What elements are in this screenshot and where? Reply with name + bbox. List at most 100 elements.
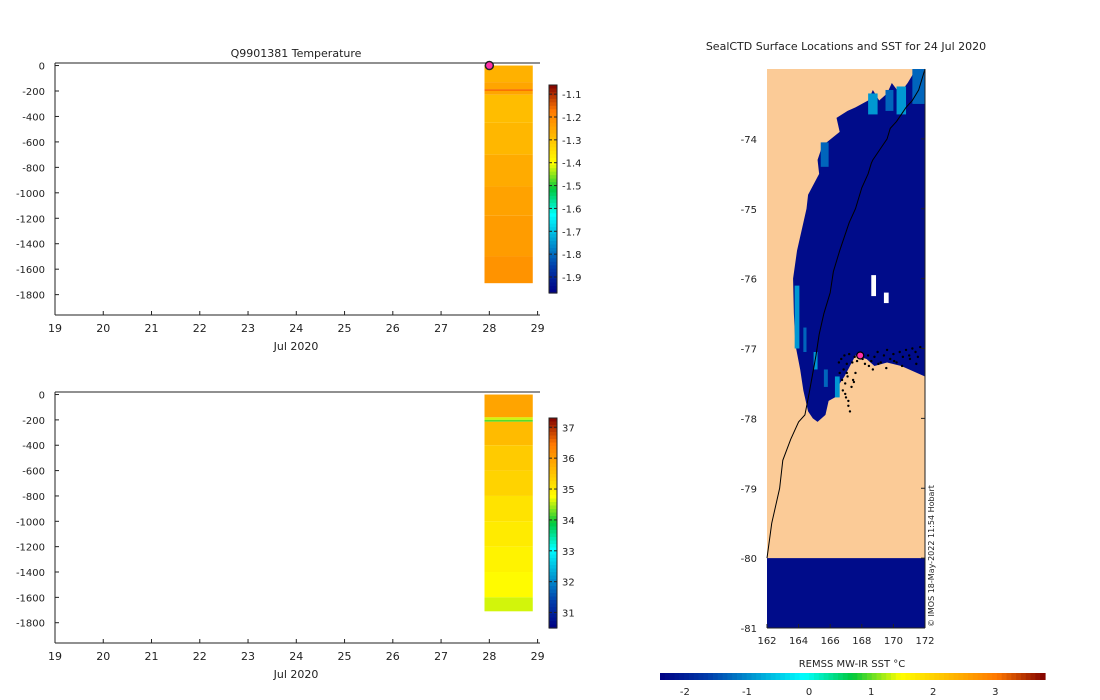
surface-location-point: [850, 385, 853, 389]
profile-layer: [484, 89, 533, 91]
colorbar-segment: [549, 463, 557, 468]
colorbar-segment: [549, 147, 557, 152]
colorbar-segment: [852, 673, 858, 680]
colorbar-segment: [549, 467, 557, 472]
colorbar-segment: [549, 453, 557, 458]
colorbar-segment: [968, 673, 974, 680]
colorbar-segment: [785, 673, 791, 680]
surface-location-point: [854, 371, 857, 375]
colorbar-segment: [549, 442, 557, 447]
x-tick-label: 23: [241, 322, 255, 335]
x-tick-label: 23: [241, 650, 255, 663]
x-tick-label: 26: [386, 322, 400, 335]
colorbar-segment: [1035, 673, 1041, 680]
profile-layer: [484, 215, 533, 257]
y-tick-label: -1800: [16, 291, 45, 302]
colorbar-segment: [549, 220, 557, 225]
profile-layer: [484, 65, 533, 83]
profile-layer: [484, 521, 533, 547]
surface-location-point: [900, 364, 904, 368]
surface-location-point: [895, 361, 898, 364]
colorbar-tick-label: 1: [868, 687, 874, 698]
colorbar-segment: [1030, 673, 1036, 680]
x-tick-label: 172: [915, 636, 934, 647]
surface-location-point: [848, 410, 852, 413]
colorbar-segment: [669, 673, 676, 680]
y-tick-label: -1200: [16, 543, 45, 554]
colorbar-segment: [549, 91, 557, 96]
colorbar-segment: [732, 673, 738, 680]
surface-point-marker: [484, 60, 495, 71]
profile-layer: [484, 470, 533, 496]
y-tick-label: -800: [22, 163, 45, 174]
colorbar-segment: [953, 673, 959, 680]
sst-cell: [820, 142, 829, 167]
colorbar-segment: [549, 272, 557, 277]
x-tick-label: 28: [482, 650, 496, 663]
colorbar-tick-label: -1.6: [562, 204, 582, 215]
colorbar-segment: [549, 171, 557, 176]
colorbar-segment: [775, 673, 781, 680]
colorbar-segment: [549, 621, 557, 626]
colorbar-segment: [549, 137, 557, 142]
colorbar-segment: [809, 673, 815, 680]
colorbar-segment: [982, 673, 988, 680]
surface-location-point: [876, 350, 879, 354]
colorbar-segment: [684, 673, 690, 680]
colorbar-tick-label: -1.2: [562, 113, 582, 124]
colorbar-segment: [996, 673, 1003, 680]
surface-location-point: [898, 350, 901, 354]
colorbar-segment: [549, 140, 557, 145]
colorbar-segment: [549, 425, 557, 430]
y-tick-label: -1000: [16, 517, 45, 528]
profile-layer: [484, 82, 533, 90]
x-tick-label: 170: [884, 636, 903, 647]
surface-location-point: [845, 371, 848, 375]
colorbar-segment: [549, 582, 557, 587]
colorbar-segment: [549, 230, 557, 235]
colorbar-segment: [549, 460, 557, 465]
surface-location-point: [842, 368, 845, 371]
y-tick-label: -1600: [16, 593, 45, 604]
profile-layer: [484, 394, 533, 418]
colorbar-segment: [737, 673, 743, 680]
sst-cell: [794, 285, 800, 349]
missing-data-cell: [871, 275, 877, 297]
colorbar-segment: [549, 178, 557, 183]
colorbar-segment: [549, 519, 557, 524]
colorbar-segment: [549, 216, 557, 221]
y-tick-label: -1200: [16, 214, 45, 225]
colorbar-segment: [549, 586, 557, 591]
y-tick-label: -75: [741, 205, 757, 216]
colorbar: 37 36 35 34 33 32 31: [548, 417, 575, 629]
colorbar-segment: [992, 673, 998, 680]
sst-cell: [813, 351, 818, 370]
profile-layer: [484, 417, 533, 420]
colorbar-segment: [549, 589, 557, 594]
surface-location-point: [889, 357, 892, 361]
colorbar-segment: [549, 154, 557, 159]
colorbar-segment: [549, 247, 557, 252]
colorbar-segment: [727, 673, 733, 680]
colorbar-segment: [549, 530, 557, 535]
x-tick-label: 21: [145, 650, 159, 663]
colorbar-segment: [549, 495, 557, 500]
colorbar-tick-label: -1.9: [562, 273, 582, 284]
colorbar-segment: [857, 673, 863, 680]
x-tick-label: 164: [789, 636, 808, 647]
colorbar-segment: [549, 116, 557, 121]
colorbar-segment: [549, 456, 557, 461]
colorbar-segment: [549, 551, 557, 556]
colorbar-segment: [814, 673, 820, 680]
colorbar-segment: [549, 95, 557, 100]
y-tick-label: -200: [22, 416, 45, 427]
colorbar-segment: [919, 673, 926, 680]
y-tick-label: -400: [22, 441, 45, 452]
colorbar-segment: [929, 673, 935, 680]
colorbar-segment: [549, 617, 557, 622]
colorbar-segment: [549, 209, 557, 214]
colorbar-tick-label: -1.3: [562, 136, 582, 147]
colorbar-segment: [780, 673, 786, 680]
colorbar-segment: [549, 286, 557, 291]
colorbar-segment: [549, 624, 557, 629]
